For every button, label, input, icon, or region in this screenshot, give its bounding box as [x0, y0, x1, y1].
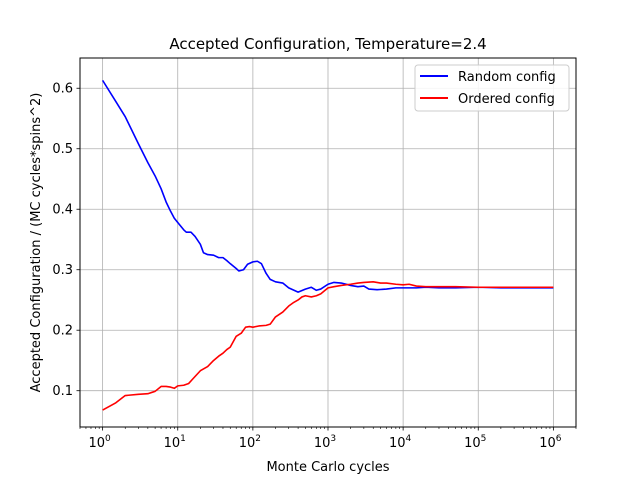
legend: Random config Ordered config: [414, 64, 570, 112]
x-tick-label: 105: [464, 434, 486, 451]
y-tick-label: 0.3: [52, 263, 73, 278]
y-tick-label: 0.2: [52, 324, 73, 339]
series-line-random-config: [101, 79, 554, 293]
x-tick-label: 102: [239, 434, 261, 451]
x-tick-label: 100: [88, 434, 111, 451]
series-lines: [101, 79, 554, 411]
y-tick-label: 0.1: [52, 384, 73, 399]
y-tick-label: 0.5: [52, 142, 73, 157]
ticks: 0.1 0.2 0.3 0.4 0.5 0.6 100 101 102 103 104 105 106: [52, 82, 577, 451]
x-tick-label: 101: [164, 434, 186, 451]
legend-box: [414, 64, 570, 112]
y-axis-label: Accepted Configuration / (MC cycles*spin…: [29, 93, 44, 393]
chart-title: Accepted Configuration, Temperature=2.4: [169, 35, 486, 53]
x-axis-label: Monte Carlo cycles: [266, 460, 389, 475]
x-tick-label: 104: [389, 434, 412, 451]
series-line-ordered-config: [102, 281, 554, 411]
x-tick-label: 106: [539, 434, 562, 451]
legend-label-ordered-config: Ordered config: [458, 92, 555, 107]
grid: [80, 58, 576, 427]
x-tick-label: 103: [314, 434, 336, 451]
legend-label-random-config: Random config: [458, 70, 556, 85]
y-tick-label: 0.4: [52, 203, 73, 218]
y-tick-label: 0.6: [52, 82, 73, 97]
